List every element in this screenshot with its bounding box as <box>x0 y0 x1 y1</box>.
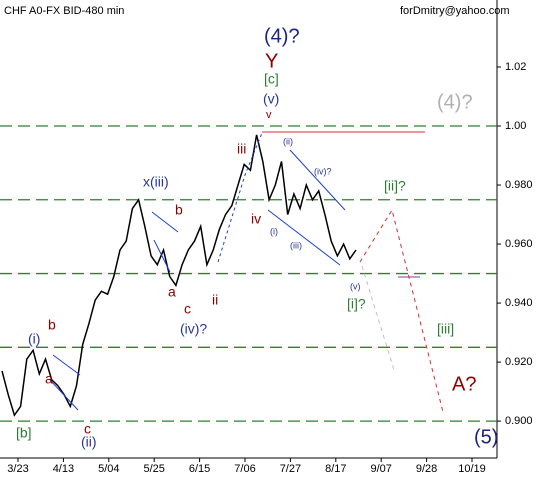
channel-line <box>52 354 81 376</box>
annotation: c <box>184 301 191 317</box>
channel-line <box>267 209 341 266</box>
annotation: (v) <box>263 91 279 107</box>
annotation: (iii) <box>290 240 302 250</box>
annotation: a <box>45 371 53 387</box>
x-tick-label: 5/04 <box>98 463 119 475</box>
annotation: (4)? <box>264 25 300 47</box>
channel-line <box>153 239 171 273</box>
annotation: (4)? <box>437 91 473 113</box>
y-tick-label: 0.900 <box>505 415 533 427</box>
annotation: [iii] <box>437 321 454 337</box>
annotation: v <box>266 109 272 121</box>
annotation: x(iii) <box>143 174 169 190</box>
price-line <box>1 134 357 417</box>
annotation: iii <box>237 141 246 157</box>
x-tick-label: 3/23 <box>7 463 28 475</box>
forecast-line <box>361 265 395 371</box>
annotation: ii <box>212 292 218 308</box>
x-tick-label: 10/19 <box>458 463 486 475</box>
annotation: [c] <box>264 71 279 87</box>
channel-line <box>49 379 79 411</box>
annotation: a <box>168 284 176 300</box>
y-tick-label: 0.960 <box>505 238 533 250</box>
y-tick-label: 0.980 <box>505 179 533 191</box>
annotation: (iv)? <box>314 166 332 176</box>
wave-line <box>217 132 263 263</box>
annotation: [ii]? <box>384 178 406 194</box>
x-tick-label: 9/07 <box>370 463 391 475</box>
x-tick-label: 6/15 <box>189 463 210 475</box>
y-tick-label: 1.00 <box>505 120 526 132</box>
chart-subtitle: forDmitry@yahoo.com <box>400 5 510 17</box>
annotation: (i) <box>28 331 40 347</box>
x-tick-label: 9/28 <box>416 463 437 475</box>
annotation: b <box>175 202 183 218</box>
chart-title: CHF A0-FX BID-480 min <box>4 5 124 17</box>
annotation: (i) <box>270 226 278 236</box>
annotation: iv <box>251 211 261 227</box>
annotation: Y <box>265 50 278 72</box>
annotation: A? <box>452 373 476 395</box>
annotation: c <box>84 421 91 437</box>
annotation: (ii) <box>283 136 293 146</box>
annotation: [i]? <box>347 296 366 312</box>
x-tick-label: 7/27 <box>280 463 301 475</box>
channel-line <box>151 211 179 233</box>
x-tick-label: 8/17 <box>325 463 346 475</box>
y-tick-label: 0.920 <box>505 356 533 368</box>
annotation: [b] <box>16 425 32 441</box>
annotation: b <box>48 317 56 333</box>
x-tick-label: 7/06 <box>234 463 255 475</box>
annotation: (iv)? <box>180 321 207 337</box>
annotation: (v) <box>350 281 361 291</box>
y-tick-label: 1.02 <box>505 61 526 73</box>
y-tick-label: 0.940 <box>505 297 533 309</box>
annotation: (ii) <box>81 434 97 450</box>
x-tick-label: 5/25 <box>143 463 164 475</box>
channel-line <box>289 149 346 211</box>
x-tick-label: 4/13 <box>53 463 74 475</box>
annotation: (5) <box>474 426 498 448</box>
